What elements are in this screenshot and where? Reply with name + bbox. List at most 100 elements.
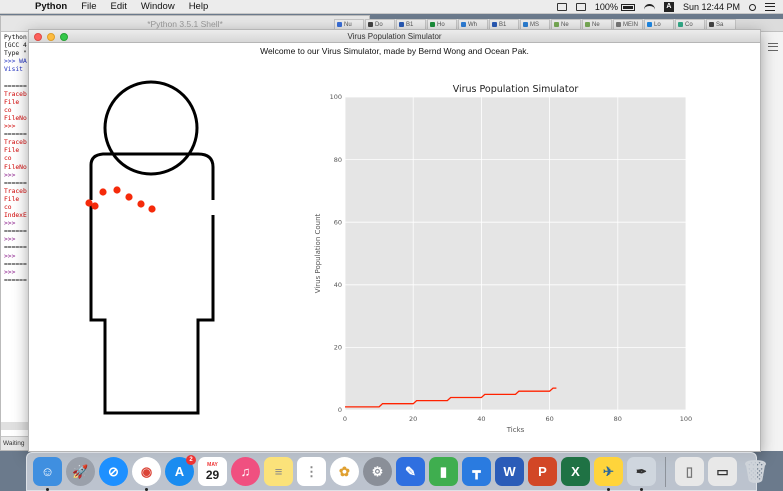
dock-keynote-icon[interactable]: ┳ — [462, 457, 491, 486]
shell-line: >>> — [4, 268, 16, 276]
shell-line: >>> — [4, 236, 16, 244]
dock-reminders-icon[interactable]: ⋮ — [297, 457, 326, 486]
dock-trash-icon[interactable]: 🗑 — [741, 458, 770, 484]
shell-line: ====== — [4, 228, 27, 236]
shell-line: Type " — [4, 50, 27, 58]
browser-tab[interactable]: Co — [675, 19, 705, 31]
browser-tab[interactable]: Ne — [582, 19, 612, 31]
tab-favicon-icon — [647, 22, 652, 27]
appstore-badge: 2 — [186, 455, 196, 465]
tab-favicon-icon — [585, 22, 590, 27]
tab-label: Ne — [561, 22, 569, 29]
shell-line — [4, 74, 30, 82]
dock-notes-icon[interactable]: ≡ — [264, 457, 293, 486]
shell-line: Traceb — [4, 139, 27, 147]
x-tick-label: 60 — [545, 415, 553, 423]
input-source-icon[interactable]: A — [663, 2, 674, 12]
tab-favicon-icon — [678, 22, 683, 27]
population-chart: 0 20 40 60 80 100 0 20 40 60 80 100 Virus Populati… — [314, 84, 692, 434]
wifi-icon[interactable] — [643, 3, 655, 11]
battery-status[interactable]: 100% — [595, 2, 635, 12]
menu-window[interactable]: Window — [140, 1, 175, 12]
dock-system-preferences-icon[interactable]: ⚙ — [363, 457, 392, 486]
tab-label: B1 — [406, 22, 414, 29]
virus-particle — [113, 186, 121, 194]
shell-line: Traceb — [4, 90, 27, 98]
dock-safari-icon[interactable]: ⊘ — [99, 457, 128, 486]
browser-tab[interactable]: MS — [520, 19, 550, 31]
tab-label: Do — [375, 22, 383, 29]
y-tick-label: 60 — [334, 218, 342, 226]
dock-launchpad-icon[interactable]: 🚀 — [66, 457, 95, 486]
clock[interactable]: Sun 12:44 PM — [682, 2, 740, 12]
shell-line: co — [4, 155, 12, 163]
shell-line: File — [4, 98, 20, 106]
dock-documents-icon[interactable]: ▯ — [675, 457, 704, 486]
dock-photos-icon[interactable]: ✿ — [330, 457, 359, 486]
dock-textedit-icon[interactable]: ✎ — [396, 457, 425, 486]
browser-tab[interactable]: Nu — [334, 19, 364, 31]
browser-tab[interactable]: Ne — [551, 19, 581, 31]
menu-help[interactable]: Help — [188, 1, 209, 12]
tab-favicon-icon — [616, 22, 621, 27]
browser-tab[interactable]: MEIN — [613, 19, 643, 31]
dock-separator — [665, 456, 666, 487]
dock-powerpoint-icon[interactable]: P — [528, 457, 557, 486]
browser-tab[interactable]: B1 — [489, 19, 519, 31]
shell-scrollbar[interactable] — [1, 422, 29, 430]
dock-python-launcher-icon[interactable]: ✈ — [594, 457, 623, 491]
y-axis-ticks: 0 20 40 60 80 100 — [330, 93, 342, 414]
menu-edit[interactable]: Edit — [110, 1, 127, 12]
welcome-message: Welcome to our Virus Simulator, made by … — [260, 46, 529, 56]
browser-tab[interactable]: Wh — [458, 19, 488, 31]
spotlight-search-icon[interactable] — [749, 3, 756, 11]
browser-tab[interactable]: Ho — [427, 19, 457, 31]
dock-finder-icon[interactable]: ☺ — [33, 457, 62, 491]
browser-tab[interactable]: Sa — [706, 19, 736, 31]
dock-word-icon[interactable]: W — [495, 457, 524, 486]
flag-icon[interactable] — [575, 3, 586, 11]
browser-tab[interactable]: Do — [365, 19, 395, 31]
dock-calendar-icon[interactable]: MAY 29 — [198, 457, 227, 486]
dock-excel-icon[interactable]: X — [561, 457, 590, 486]
browser-tab[interactable]: Lo — [644, 19, 674, 31]
shell-output[interactable]: Python [GCC 4 Type " >>> WA Visit ====== Trac… — [1, 32, 369, 287]
status-icon[interactable] — [556, 3, 567, 11]
dock-chrome-icon[interactable]: ◉ — [132, 457, 161, 491]
dock-numbers-icon[interactable]: ▮ — [429, 457, 458, 486]
shell-line: ====== — [4, 244, 27, 252]
menu-file[interactable]: File — [81, 1, 97, 12]
virus-particle — [99, 188, 107, 196]
virus-particle — [148, 205, 156, 213]
shell-line: IndexE — [4, 212, 27, 220]
human-shoulders — [89, 152, 215, 200]
shell-line: File — [4, 147, 20, 155]
dock-python-idle-icon[interactable]: ✒ — [627, 457, 656, 491]
y-axis-label: Virus Population Count — [314, 213, 322, 293]
menu-app-python[interactable]: Python — [35, 1, 68, 12]
chart-series — [345, 387, 557, 408]
tab-favicon-icon — [430, 22, 435, 27]
shell-line: ====== — [4, 260, 27, 268]
browser-tab[interactable]: B1 — [396, 19, 426, 31]
figure-canvas: 0 20 40 60 80 100 0 20 40 60 80 100 Virus Populati… — [85, 80, 692, 434]
tab-label: Ho — [437, 22, 445, 29]
zoom-window-button[interactable] — [60, 32, 68, 41]
shell-line: >>> — [4, 123, 16, 131]
virus-particle — [137, 200, 145, 208]
notification-center-icon[interactable] — [765, 3, 775, 11]
minimize-window-button[interactable] — [47, 32, 55, 41]
simulator-titlebar[interactable]: Virus Population Simulator — [29, 30, 760, 43]
x-tick-label: 80 — [614, 415, 622, 423]
virus-particle — [85, 199, 93, 207]
dock-screen-icon[interactable]: ▭ — [708, 457, 737, 486]
shell-line: ====== — [4, 131, 27, 139]
close-window-button[interactable] — [34, 32, 42, 41]
dock-itunes-icon[interactable]: ♫ — [231, 457, 260, 486]
menu-icon[interactable] — [768, 43, 778, 51]
shell-status: Waiting — [1, 436, 29, 450]
shell-line: Python — [4, 34, 27, 41]
chart-title: Virus Population Simulator — [453, 84, 579, 95]
